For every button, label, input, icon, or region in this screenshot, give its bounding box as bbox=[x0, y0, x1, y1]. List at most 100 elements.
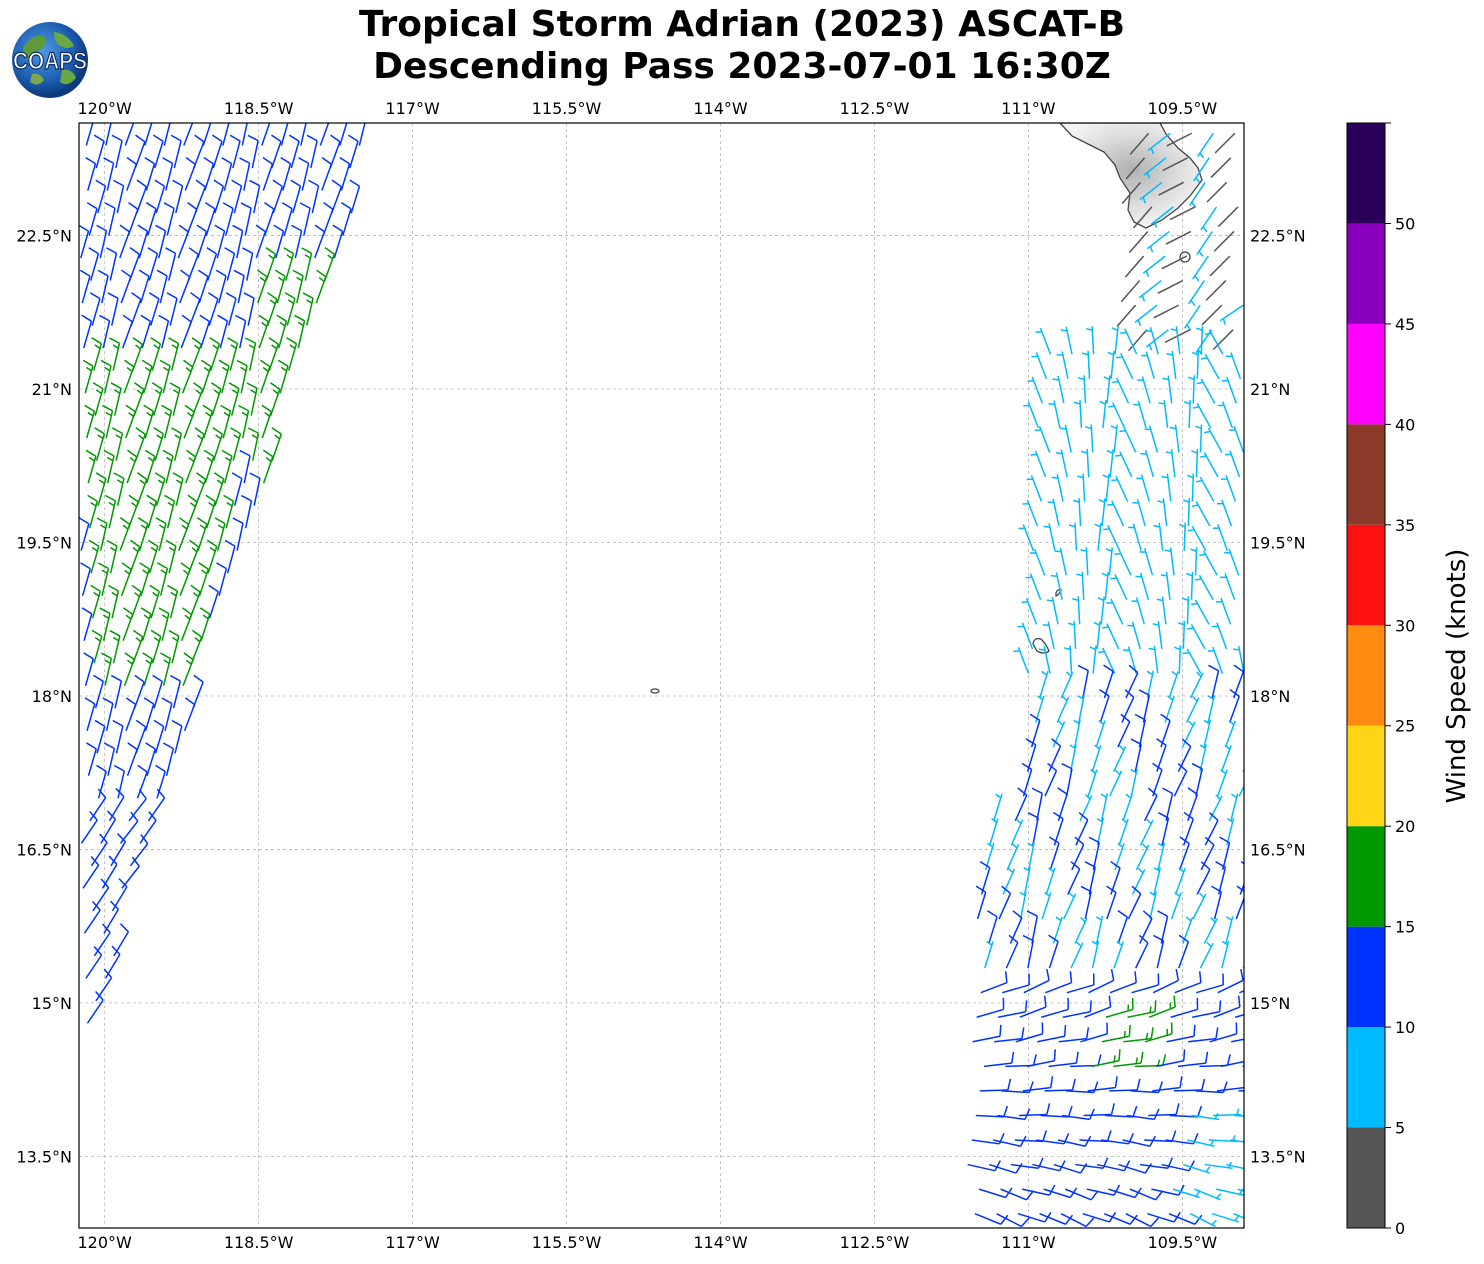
wind-barb bbox=[1220, 573, 1236, 601]
wind-barb bbox=[978, 1187, 1013, 1199]
globe-logo-icon: COAPS bbox=[12, 22, 88, 98]
wind-barb bbox=[1134, 1054, 1167, 1068]
wind-barb bbox=[1166, 132, 1193, 147]
wind-barb bbox=[235, 314, 247, 349]
wind-barb bbox=[187, 539, 200, 574]
wind-barb bbox=[1188, 1027, 1219, 1043]
wind-barb bbox=[1112, 377, 1130, 404]
wind-barb bbox=[1102, 473, 1110, 502]
wind-barb bbox=[107, 292, 119, 326]
wind-barb bbox=[1196, 861, 1211, 895]
wind-barb bbox=[112, 427, 124, 461]
wind-barb bbox=[984, 940, 994, 969]
wind-barb bbox=[1026, 910, 1039, 944]
map-frame bbox=[78, 122, 1245, 1229]
wind-barb bbox=[1165, 449, 1176, 478]
wind-barb bbox=[1215, 1188, 1244, 1196]
wind-barb bbox=[1123, 646, 1137, 674]
wind-barb bbox=[147, 539, 159, 574]
wind-barb bbox=[196, 517, 208, 551]
wind-barb bbox=[170, 134, 182, 169]
wind-barb bbox=[273, 224, 285, 259]
wind-barb bbox=[1106, 598, 1124, 625]
wind-barb bbox=[1157, 498, 1168, 527]
wind-barb bbox=[212, 427, 224, 461]
wind-barb bbox=[1073, 399, 1083, 428]
wind-barb bbox=[1125, 157, 1146, 180]
chart-title: Tropical Storm Adrian (2023) ASCAT-B Des… bbox=[0, 4, 1484, 88]
wind-barb bbox=[123, 359, 135, 394]
wind-barb bbox=[190, 337, 202, 371]
lat-tick-label-right: 18°N bbox=[1250, 687, 1290, 706]
wind-barb bbox=[1221, 376, 1238, 404]
wind-barb bbox=[1027, 812, 1039, 846]
wind-barb bbox=[99, 314, 111, 349]
wind-barb bbox=[136, 179, 148, 214]
wind-barb bbox=[1026, 475, 1043, 502]
wind-barb bbox=[1110, 424, 1118, 453]
colorbar-band bbox=[1347, 725, 1385, 827]
wind-barb bbox=[294, 314, 306, 349]
wind-barb bbox=[95, 472, 107, 506]
wind-barb bbox=[1036, 1133, 1070, 1145]
colorbar-band bbox=[1347, 1027, 1385, 1128]
wind-barb bbox=[85, 946, 103, 979]
wind-barb bbox=[1030, 450, 1047, 478]
wind-barb bbox=[196, 224, 208, 259]
wind-barb bbox=[988, 818, 999, 846]
colorbar-label: Wind Speed (knots) bbox=[1442, 549, 1472, 804]
wind-barb bbox=[90, 584, 102, 619]
wind-barb bbox=[212, 134, 223, 169]
wind-barb bbox=[1021, 762, 1033, 797]
wind-barb bbox=[1169, 1105, 1203, 1118]
wind-barb bbox=[1109, 769, 1123, 797]
wind-barb bbox=[1200, 836, 1215, 871]
colorbar-band bbox=[1347, 323, 1385, 425]
wind-barb bbox=[1187, 473, 1195, 502]
wind-barb bbox=[83, 652, 95, 686]
wind-barb bbox=[133, 674, 145, 709]
wind-barb bbox=[171, 427, 183, 461]
wind-barb bbox=[1161, 1160, 1195, 1172]
wind-barb bbox=[218, 359, 230, 394]
wind-barb bbox=[1072, 596, 1081, 625]
lat-tick-label-left: 16.5°N bbox=[16, 840, 72, 859]
wind-barb bbox=[1038, 645, 1051, 674]
san-benedicto-island-outline bbox=[1055, 589, 1062, 597]
wind-barb bbox=[128, 789, 147, 822]
lat-tick-label-left: 13.5°N bbox=[16, 1147, 72, 1166]
wind-barb bbox=[1189, 671, 1204, 699]
wind-barb bbox=[1201, 304, 1223, 326]
wind-barb bbox=[215, 269, 227, 304]
wind-barb bbox=[1131, 973, 1160, 994]
wind-barb bbox=[166, 292, 178, 326]
wind-barb bbox=[1158, 181, 1184, 196]
wind-barb bbox=[1025, 573, 1042, 601]
wind-barb bbox=[225, 292, 237, 326]
wind-barb bbox=[1066, 973, 1095, 994]
wind-barb bbox=[1080, 1022, 1108, 1043]
wind-barb bbox=[95, 179, 107, 214]
wind-barb bbox=[1040, 1105, 1073, 1118]
wind-barb bbox=[1044, 1078, 1076, 1092]
wind-barb bbox=[100, 652, 113, 686]
wind-barb bbox=[1109, 971, 1137, 994]
wind-barb bbox=[189, 584, 201, 619]
wind-barb bbox=[1191, 449, 1199, 478]
wind-barb bbox=[1166, 1024, 1196, 1043]
wind-barb bbox=[147, 247, 159, 281]
wind-barb bbox=[1153, 867, 1162, 895]
wind-barb bbox=[1192, 157, 1210, 184]
wind-barb bbox=[1147, 132, 1171, 155]
wind-barb bbox=[348, 123, 350, 124]
wind-barb bbox=[264, 202, 275, 236]
wind-barb bbox=[1191, 350, 1200, 379]
wind-barb bbox=[267, 292, 278, 326]
wind-barb bbox=[1138, 279, 1162, 302]
wind-barb bbox=[1161, 255, 1188, 270]
wind-barb bbox=[1113, 745, 1127, 772]
wind-barb bbox=[1150, 206, 1174, 228]
wind-barb bbox=[1113, 1051, 1144, 1068]
wind-barb bbox=[1196, 231, 1214, 257]
wind-barb bbox=[81, 607, 93, 641]
